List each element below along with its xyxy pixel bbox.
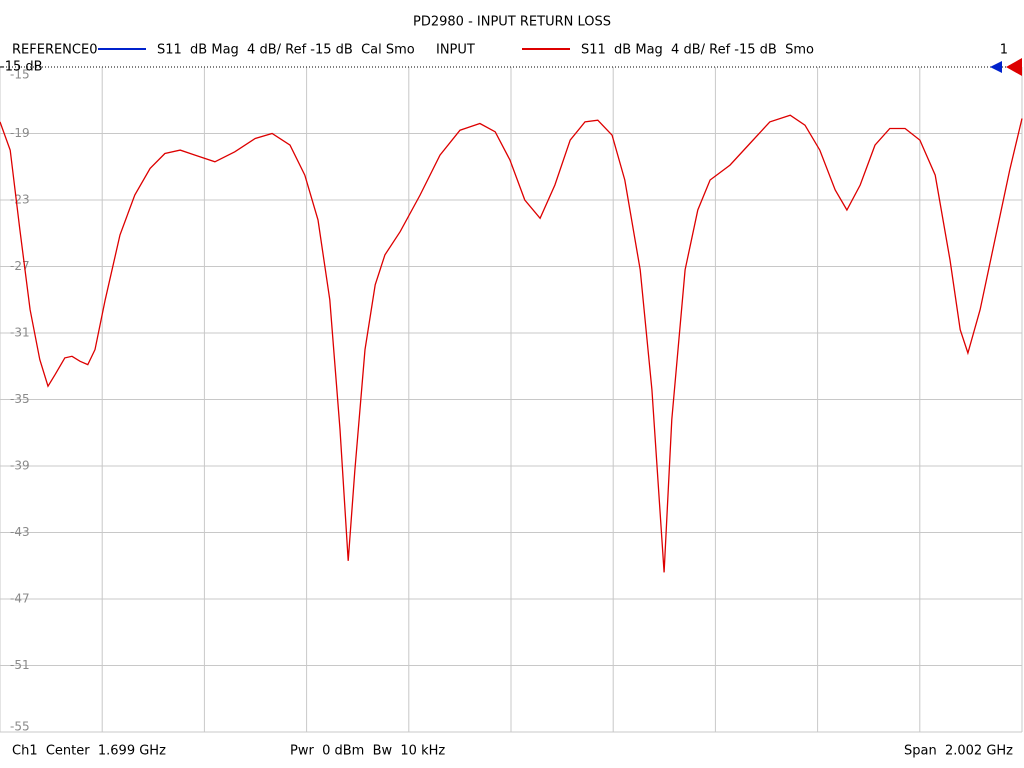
- reference-marker: [990, 61, 1002, 73]
- channel-number: 1: [1000, 43, 1008, 58]
- chart-title: PD2980 - INPUT RETURN LOSS: [413, 15, 611, 30]
- y-tick-label: -31: [10, 326, 30, 340]
- y-tick-label: -35: [10, 392, 30, 406]
- trace-line: [0, 114, 1023, 573]
- legend-trace-name: REFERENCE0: [12, 43, 97, 58]
- legend-trace-name: INPUT: [436, 43, 475, 58]
- legend-label: S11 dB Mag 4 dB/ Ref -15 dB Smo: [581, 43, 814, 58]
- y-tick-label: -23: [10, 193, 30, 207]
- legend-label: S11 dB Mag 4 dB/ Ref -15 dB Cal Smo: [157, 43, 415, 58]
- reference-label: -15 dB: [0, 60, 43, 75]
- y-tick-label: -19: [10, 126, 30, 140]
- y-tick-label: -27: [10, 259, 30, 273]
- y-tick-label: -43: [10, 525, 30, 539]
- reference-marker: [1006, 58, 1022, 76]
- footer-span: Span 2.002 GHz: [904, 744, 1013, 759]
- y-tick-label: -55: [10, 720, 30, 734]
- y-tick-label: -47: [10, 592, 30, 606]
- footer-center: Ch1 Center 1.699 GHz: [12, 744, 166, 759]
- footer-power: Pwr 0 dBm Bw 10 kHz: [290, 744, 445, 759]
- y-tick-label: -39: [10, 459, 30, 473]
- y-tick-label: -15: [10, 68, 30, 82]
- y-tick-label: -51: [10, 658, 30, 672]
